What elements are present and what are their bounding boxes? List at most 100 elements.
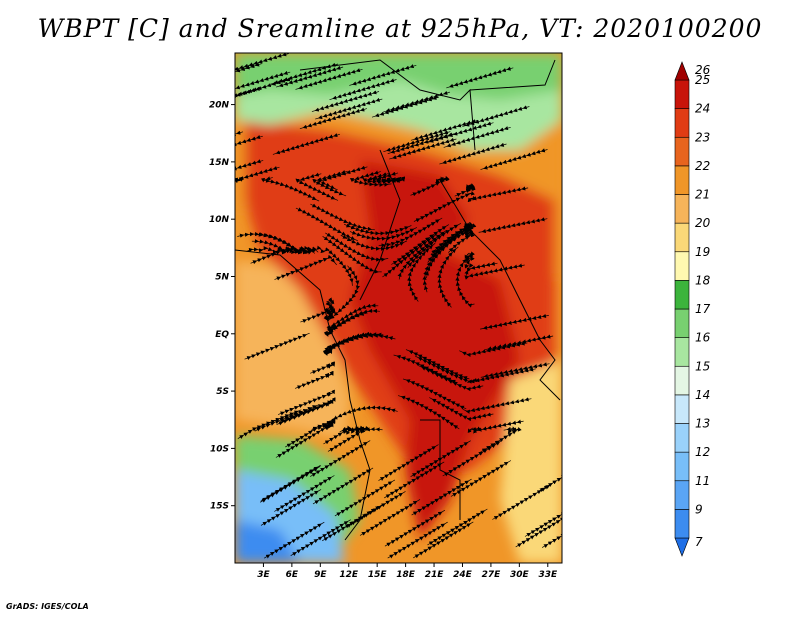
colorbar-swatch <box>674 509 690 539</box>
colorbar-label: 12 <box>695 445 710 459</box>
streamline <box>411 478 472 516</box>
streamline <box>274 475 335 512</box>
lon-tick-label: 15E <box>368 570 388 580</box>
lat-tick-label: 20N <box>209 101 230 111</box>
streamline <box>410 175 450 197</box>
streamline <box>322 346 333 356</box>
lon-tick-label: 6E <box>286 570 299 580</box>
colorbar-label: 25 <box>695 73 710 87</box>
streamline <box>405 349 470 381</box>
colorbar-label: 20 <box>695 216 711 230</box>
boundary-central-2 <box>439 179 541 341</box>
streamline <box>480 313 549 330</box>
country-boundaries <box>235 59 561 541</box>
colorbar-label: 14 <box>695 388 710 402</box>
colorbar-swatch <box>674 423 690 453</box>
lon-tick-label: 12E <box>339 570 359 580</box>
streamline <box>330 405 398 422</box>
colorbar-swatch <box>674 136 690 167</box>
streamline <box>264 521 325 559</box>
streamline <box>467 186 529 203</box>
lon-tick-label: 21E <box>425 570 445 580</box>
streamline <box>246 245 311 255</box>
grads-credit: GrADS: IGES/COLA <box>6 602 89 611</box>
map-title: WBPT [C] and Sreamline at 925hPa, VT: 20… <box>37 14 763 43</box>
streamline <box>480 362 550 379</box>
streamline <box>244 332 310 361</box>
colorbar-label: 18 <box>695 273 711 287</box>
colorbar-swatch <box>674 108 690 138</box>
boundary-north <box>299 59 476 151</box>
colorbar-swatch <box>674 194 690 224</box>
streamline <box>311 90 380 112</box>
lon-tick-label: 33E <box>538 570 558 580</box>
streamline <box>295 172 339 201</box>
streamline <box>459 341 528 357</box>
colorbar-swatch <box>674 537 690 557</box>
streamline <box>439 142 507 165</box>
colorbar-label: 19 <box>695 245 710 259</box>
streamline <box>277 389 335 416</box>
lon-tick-label: 27E <box>482 570 502 580</box>
wbpt-field <box>235 53 562 563</box>
streamline <box>524 501 562 537</box>
streamline <box>310 361 335 375</box>
colorbar-label: 16 <box>695 331 711 345</box>
streamline <box>294 370 334 390</box>
colorbar-label: 9 <box>695 502 703 516</box>
streamline <box>391 176 406 184</box>
streamline <box>429 397 494 422</box>
lon-tick-label: 3E <box>257 570 270 580</box>
streamline <box>235 130 244 152</box>
streamline <box>413 190 475 223</box>
streamline <box>235 134 263 157</box>
streamline <box>299 107 368 130</box>
colorbar-swatch <box>674 480 690 510</box>
colorbar-label: 22 <box>695 159 710 173</box>
colorbar-swatch <box>674 308 690 338</box>
streamline <box>312 169 348 197</box>
colorbar-label: 21 <box>695 188 710 202</box>
colorbar-swatch <box>674 79 690 109</box>
colorbar-swatch <box>674 451 690 482</box>
lon-tick-label: 30E <box>510 570 530 580</box>
colorbar-swatch <box>674 222 690 253</box>
lat-tick-label: 10S <box>210 444 229 454</box>
streamline <box>235 86 263 108</box>
colorbar-label: 23 <box>695 130 710 144</box>
lon-tick-label: 24E <box>453 570 473 580</box>
latitude-axis: 20N 15N 10N 5N EQ 5S 10S 15S <box>209 101 235 512</box>
colorbar-label: 24 <box>695 102 710 116</box>
boundary-central-1 <box>359 149 401 301</box>
streamline <box>235 53 289 74</box>
colorbar-swatch <box>674 365 690 396</box>
streamline <box>359 499 421 536</box>
streamline <box>325 232 389 262</box>
colorbar-label: 17 <box>695 302 711 316</box>
streamline <box>272 133 341 155</box>
lat-tick-label: 5N <box>215 272 229 282</box>
coastline-west <box>235 249 371 541</box>
streamline <box>430 221 474 255</box>
streamline <box>480 148 548 170</box>
streamline <box>462 105 530 127</box>
lon-tick-label: 18E <box>396 570 416 580</box>
boundary-northeast <box>469 59 556 91</box>
lat-tick-label: 15S <box>210 502 229 512</box>
streamline <box>371 95 440 118</box>
streamline <box>492 483 553 520</box>
streamline <box>389 137 457 160</box>
streamline <box>478 217 548 234</box>
streamline <box>446 66 514 89</box>
lon-tick-label: 9E <box>314 570 327 580</box>
streamline <box>427 508 488 546</box>
streamline <box>343 223 412 236</box>
colorbar-swatch <box>674 337 690 367</box>
colorbar-label: 11 <box>695 474 710 488</box>
colorbar-swatch <box>674 280 690 310</box>
colorbar-label: 13 <box>695 417 710 431</box>
colorbar-label: 7 <box>695 535 703 549</box>
colorbar-swatch <box>674 394 690 424</box>
lat-tick-label: 15N <box>209 158 230 168</box>
